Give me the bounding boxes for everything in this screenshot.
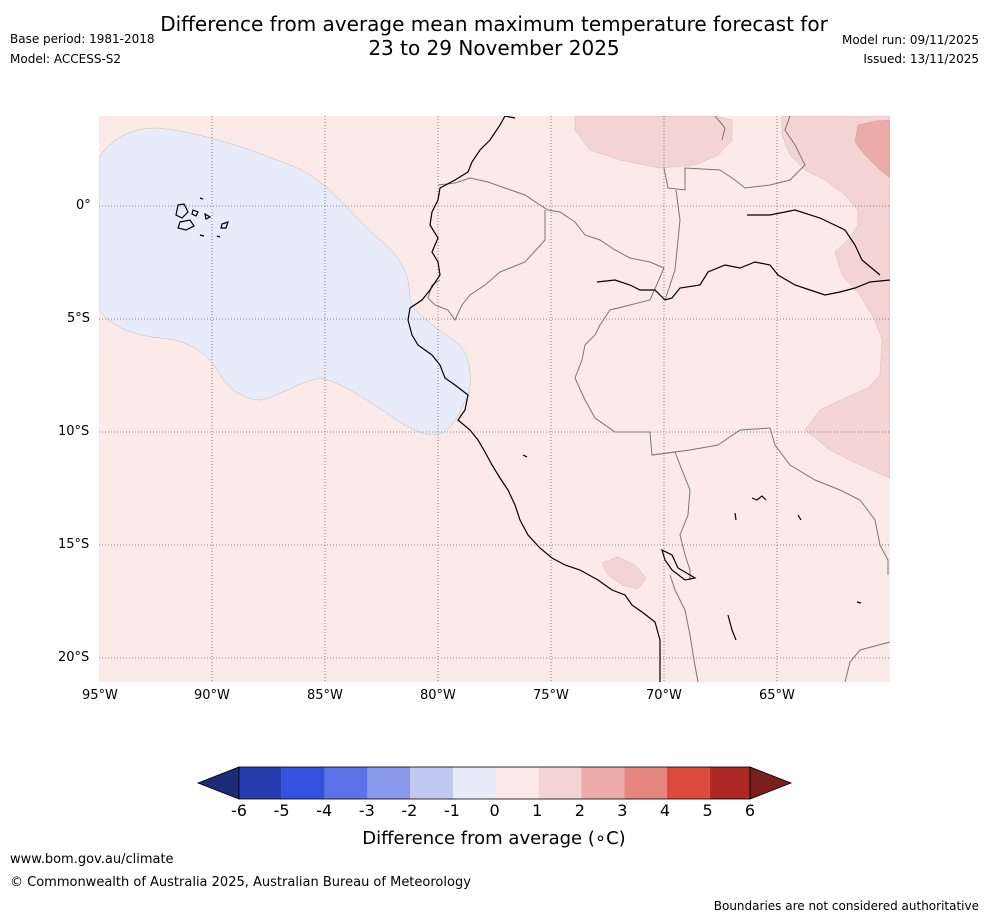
border-guyana (714, 116, 726, 141)
lat-label-15s: 15°S (58, 537, 90, 552)
galapagos-islands (175, 197, 229, 238)
colorbar-tick: 0 (489, 801, 500, 820)
colorbar-tick: 1 (532, 801, 543, 820)
copyright-text: © Commonwealth of Australia 2025, Austra… (10, 875, 471, 890)
map-title: Difference from average mean maximum tem… (0, 12, 988, 60)
river-amazon (596, 261, 890, 301)
colorbar-segment-m4-m3 (324, 767, 368, 799)
anomaly-m1-0-region (99, 127, 471, 436)
lat-label-20s: 20°S (58, 650, 90, 665)
colorbar-tick: -6 (231, 801, 247, 820)
colorbar-segment-m3-m2 (367, 767, 411, 799)
colorbar-segment-m1-0 (453, 767, 496, 799)
website-link[interactable]: www.bom.gov.au/climate (10, 852, 174, 867)
base-period: Base period: 1981-2018 (10, 32, 155, 46)
border-bolivia-paraguay (844, 641, 890, 682)
lat-label-0: 0° (76, 198, 91, 213)
lon-label-80w: 80°W (420, 688, 456, 703)
lon-label-90w: 90°W (194, 688, 230, 703)
colorbar-over (749, 766, 793, 800)
coastline-caribbean (504, 116, 516, 119)
colorbar-segment-3-4 (624, 767, 667, 799)
colorbar-tick: 3 (617, 801, 628, 820)
colorbar-tick: -3 (358, 801, 375, 820)
border-colombia-venezuela (663, 116, 806, 191)
model-name: Model: ACCESS-S2 (10, 52, 122, 66)
colorbar-segment-m6-m5 (239, 767, 282, 799)
border-peru-brazil (574, 267, 691, 580)
lake-bolivia-1 (734, 512, 737, 521)
colorbar-tick: -4 (316, 801, 333, 820)
lon-label-75w: 75°W (533, 688, 569, 703)
lat-label-5s: 5°S (67, 311, 91, 326)
border-chile-argentina (669, 574, 699, 682)
colorbar-tick: 6 (744, 801, 756, 820)
anomaly-1-2-region-north (574, 116, 733, 169)
disclaimer-text: Boundaries are not considered authoritat… (713, 899, 979, 913)
colorbar-tick: -5 (273, 801, 290, 820)
colorbar-segment-4-5 (667, 767, 710, 799)
model-run: Model run: 09/11/2025 (841, 33, 979, 47)
border-ecuador-peru (427, 210, 546, 321)
anomaly-1-2-region-south (601, 556, 647, 590)
colorbar-segment-2-3 (581, 767, 625, 799)
lake-east (856, 601, 862, 604)
lat-label-10s: 10°S (58, 424, 90, 439)
river-negro (747, 209, 881, 276)
lon-label-65w: 65°W (759, 688, 795, 703)
coastline-pacific (407, 116, 661, 682)
colorbar-segment-1-2 (538, 767, 582, 799)
colorbar-segment-0-1 (495, 767, 539, 799)
border-bolivia (651, 427, 889, 575)
colorbar-tick: 5 (702, 801, 713, 820)
title-line-2: 23 to 29 November 2025 (368, 36, 620, 60)
colorbar-tick: 4 (659, 801, 671, 820)
lake-titicaca (661, 548, 697, 581)
lon-label-70w: 70°W (646, 688, 682, 703)
lake-bolivia-3 (751, 495, 767, 501)
anomaly-1-2-region-east (781, 116, 890, 479)
colorbar-tick: 2 (574, 801, 585, 820)
issued-date: Issued: 13/11/2025 (863, 52, 979, 66)
anomaly-2-3-region (854, 119, 890, 179)
colorbar-segment-5-6 (709, 767, 751, 799)
colorbar (196, 766, 793, 800)
lon-label-95w: 95°W (82, 688, 118, 703)
colorbar-tick: -1 (444, 801, 460, 820)
title-line-1: Difference from average mean maximum tem… (160, 12, 828, 36)
border-venezuela-brazil (664, 189, 681, 301)
colorbar-title: Difference from average (∘C) (362, 828, 626, 849)
colorbar-under (196, 766, 240, 800)
island-small-1 (522, 454, 528, 458)
colorbar-tick: -2 (401, 801, 418, 820)
lake-bolivia-2 (797, 514, 802, 521)
colorbar-segment-m5-m4 (281, 767, 325, 799)
coast-salar (727, 614, 737, 641)
border-colombia-ecuador (437, 177, 665, 269)
lon-label-85w: 85°W (307, 688, 343, 703)
colorbar-segment-m2-m1 (410, 767, 453, 799)
